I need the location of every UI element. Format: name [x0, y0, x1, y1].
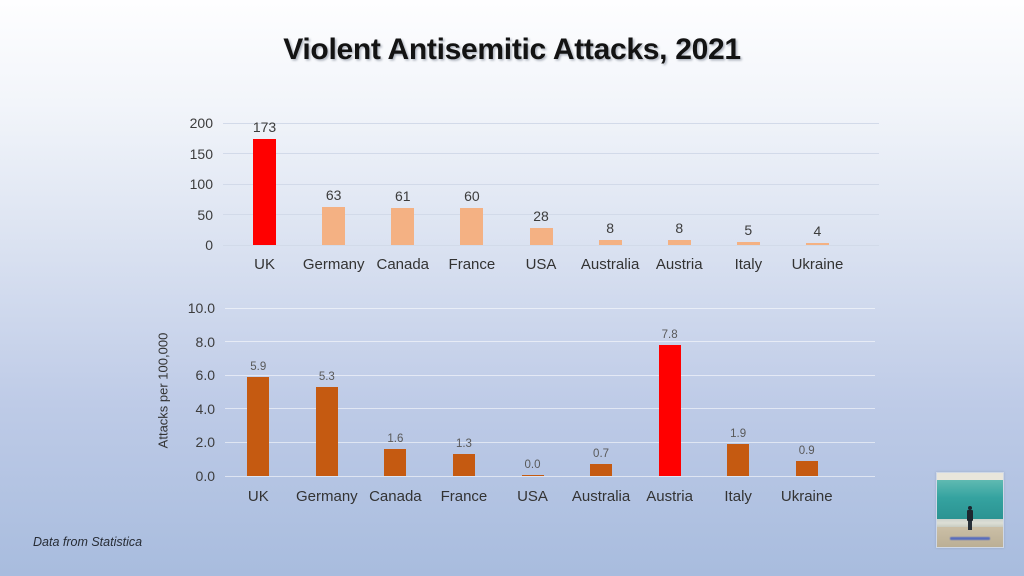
gridline	[223, 214, 879, 215]
y-axis-tick-label: 0.0	[195, 468, 215, 484]
bar-value-label: 1.3	[455, 438, 472, 450]
bar-value-label: 173	[252, 119, 277, 135]
category-label: Canada	[369, 488, 422, 505]
category-label: Germany	[302, 256, 365, 273]
bar-value-label: 60	[464, 188, 480, 204]
bar-canada	[384, 449, 407, 476]
person-legs	[968, 520, 972, 530]
beach-photo	[936, 472, 1004, 548]
category-label: France	[448, 256, 496, 273]
y-axis-tick-label: 100	[189, 176, 213, 192]
bar-ukraine	[795, 461, 818, 476]
category-label: UK	[247, 488, 269, 505]
data-source-note: Data from Statistica	[33, 535, 143, 549]
bar-value-label: 8	[606, 220, 614, 236]
bar-canada	[391, 208, 415, 245]
bar-austria	[658, 345, 681, 476]
category-label: France	[440, 488, 488, 505]
bar-germany	[315, 387, 338, 476]
y-axis-tick-label: 8.0	[195, 333, 215, 350]
bar-ukraine	[805, 243, 829, 245]
category-label: USA	[525, 256, 557, 273]
person-silhouette	[966, 505, 974, 531]
category-label: Italy	[734, 256, 763, 273]
gridline	[225, 475, 875, 477]
y-axis-tick-label: 2.0	[195, 434, 215, 451]
gridline	[225, 374, 875, 376]
y-axis-tick-label: 6.0	[195, 367, 215, 384]
category-label: Australia	[580, 256, 640, 273]
bar-france	[452, 454, 475, 476]
bar-value-label: 0.7	[593, 448, 610, 460]
y-axis-tick-label: 0	[205, 237, 213, 253]
y-axis-tick-label: 200	[189, 115, 213, 131]
photo-sky	[937, 473, 1003, 480]
attacks-count-bar-chart: 0 50 100 150 200 173 UK 63 Germany 61 Canada 60 Fran…	[190, 115, 879, 273]
category-label: Ukraine	[780, 488, 833, 505]
bar-italy	[727, 444, 750, 476]
y-axis-tick-label: 4.0	[195, 400, 215, 417]
category-label: Germany	[295, 488, 358, 505]
bar-australia	[590, 464, 613, 476]
bar-value-label: 1.9	[730, 428, 747, 440]
bar-value-label: 7.8	[661, 329, 678, 341]
bar-australia	[598, 240, 622, 245]
gridline	[225, 307, 875, 309]
bar-value-label: 5.9	[250, 361, 267, 373]
category-label: Canada	[376, 256, 430, 273]
bar-value-label: 28	[533, 208, 549, 224]
bar-value-label: 1.6	[387, 433, 404, 445]
bar-uk	[253, 139, 277, 245]
photo-sand	[937, 527, 1003, 547]
y-axis-tick-label: 10.0	[187, 300, 215, 316]
bar-uk	[247, 377, 270, 476]
gridline	[225, 341, 875, 343]
y-axis-title: Attacks per 100,000	[155, 332, 171, 449]
category-label: USA	[517, 488, 548, 505]
category-label: Australia	[571, 488, 631, 505]
bar-value-label: 61	[394, 188, 411, 204]
person-head	[968, 505, 972, 510]
bar-value-label: 8	[675, 220, 684, 236]
gridline	[225, 441, 875, 443]
bar-austria	[667, 240, 691, 245]
gridline	[223, 244, 879, 246]
bar-value-label: 63	[325, 187, 342, 203]
bar-france	[460, 208, 484, 245]
bar-usa	[521, 475, 544, 476]
bar-germany	[322, 207, 346, 245]
gridline	[225, 408, 875, 410]
bar-value-label: 5	[744, 222, 753, 238]
bar-value-label: 5.3	[318, 371, 335, 383]
y-axis-tick-label: 150	[189, 145, 213, 162]
bar-usa	[529, 228, 553, 245]
person-body	[966, 509, 973, 521]
category-label: Ukraine	[791, 256, 844, 273]
bar-value-label: 0.0	[524, 459, 541, 471]
bar-value-label: 4	[813, 223, 822, 239]
gridline	[223, 122, 879, 124]
attacks-per-100k-bar-chart: 0.0 2.0 4.0 6.0 8.0 10.0 5.9 UK 5.3 Germany 1.6 Can…	[156, 300, 875, 505]
slide-title: Violent Antisemitic Attacks, 2021	[283, 33, 741, 66]
category-label: Austria	[655, 256, 703, 273]
gridline	[223, 183, 879, 185]
bar-italy	[736, 242, 760, 245]
category-label: Italy	[724, 488, 752, 505]
bar-value-label: 0.9	[798, 445, 815, 457]
gridline	[223, 153, 879, 154]
photo-watermark	[950, 537, 990, 541]
category-label: UK	[254, 256, 275, 273]
y-axis-tick-label: 50	[197, 206, 213, 223]
category-label: Austria	[646, 488, 693, 505]
